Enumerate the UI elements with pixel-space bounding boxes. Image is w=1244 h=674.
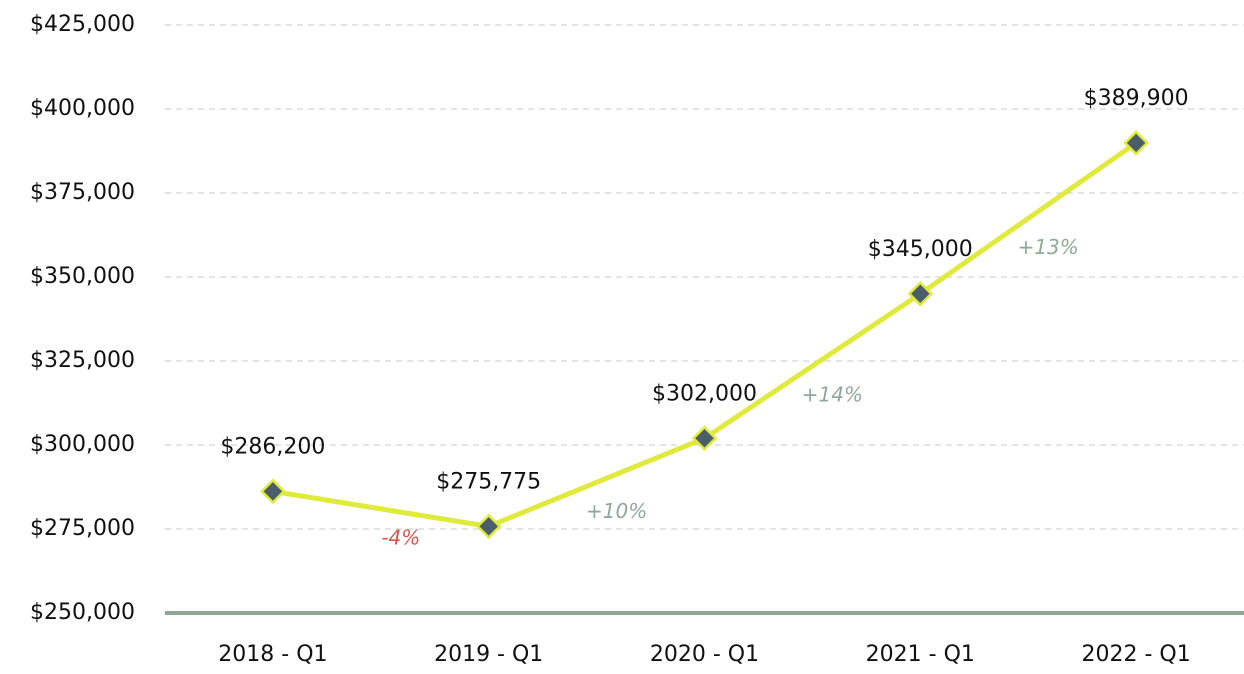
value-label: $345,000 xyxy=(868,237,973,262)
x-tick-label: 2022 - Q1 xyxy=(1081,642,1190,667)
marker xyxy=(1123,130,1149,156)
line xyxy=(272,140,1138,529)
y-tick-label: $250,000 xyxy=(30,600,135,625)
value-label: $389,900 xyxy=(1084,86,1189,111)
y-tick-label: $425,000 xyxy=(30,12,135,37)
value-label: $275,775 xyxy=(436,469,541,494)
marker xyxy=(907,281,934,307)
value-label: $302,000 xyxy=(652,381,757,406)
x-tick-label: 2020 - Q1 xyxy=(650,642,759,667)
marker xyxy=(260,478,286,505)
y-tick-label: $350,000 xyxy=(30,264,135,289)
y-tick-label: $300,000 xyxy=(30,432,135,457)
y-tick-label: $275,000 xyxy=(30,516,135,541)
change-annotation: +10% xyxy=(586,499,647,523)
y-tick-label: $325,000 xyxy=(30,348,135,373)
value-label: $286,200 xyxy=(220,434,325,459)
y-tick-label: $375,000 xyxy=(30,180,135,205)
x-tick-label: 2018 - Q1 xyxy=(218,642,327,667)
change-annotation: -4% xyxy=(381,525,420,549)
change-annotation: +14% xyxy=(802,383,863,407)
y-tick-label: $400,000 xyxy=(30,96,135,121)
change-annotation: +13% xyxy=(1018,235,1079,259)
marker xyxy=(475,513,502,540)
x-tick-label: 2019 - Q1 xyxy=(434,642,543,667)
x-tick-label: 2021 - Q1 xyxy=(866,642,975,667)
marker xyxy=(691,425,718,452)
